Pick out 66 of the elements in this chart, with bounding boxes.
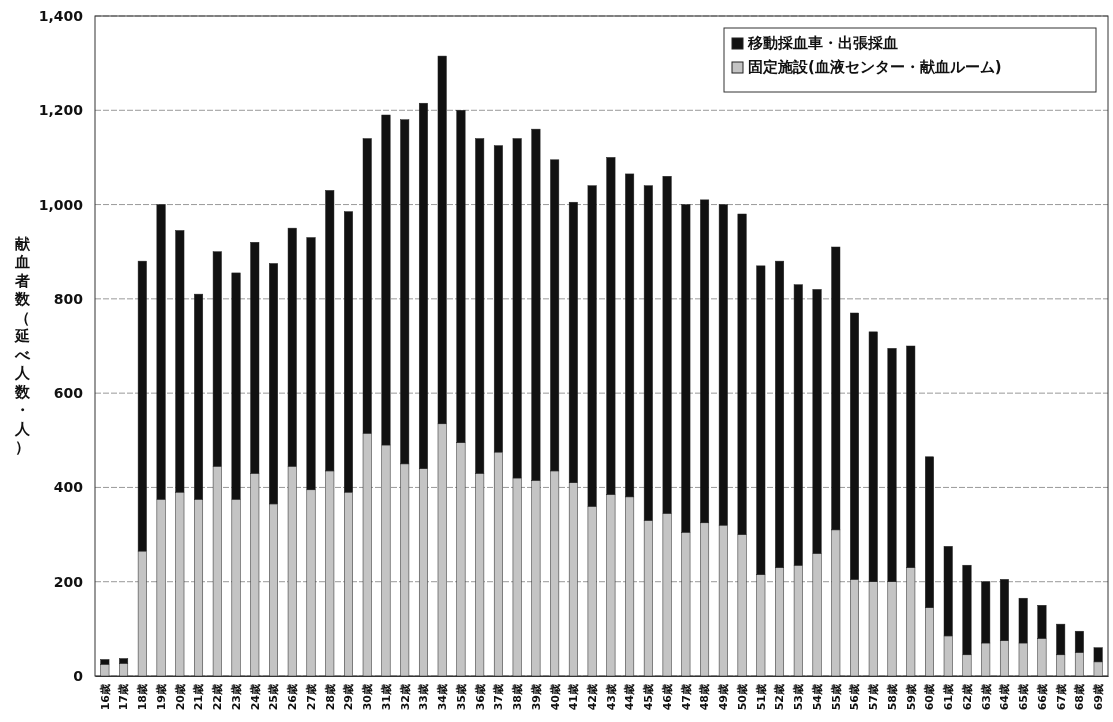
y-tick-label: 0 [73,667,84,684]
x-tick-label: 29歳 [342,684,356,711]
y-tick-label: 400 [53,479,84,496]
bar [100,663,110,677]
y-tick-label: 1,400 [38,7,84,24]
x-tick-label: 38歳 [511,684,525,711]
x-tick-label: 32歳 [398,684,412,711]
x-tick-label: 36歳 [473,684,487,711]
x-tick-label: 53歳 [792,684,806,711]
x-tick-label: 46歳 [660,684,674,711]
x-tick-label: 47歳 [679,684,693,711]
y-tick-label: 200 [53,573,84,590]
x-tick-label: 44歳 [623,684,637,711]
x-tick-label: 20歳 [173,684,187,711]
x-tick-label: 41歳 [567,684,581,711]
x-tick-label: 19歳 [154,684,168,711]
x-tick-label: 39歳 [529,684,543,711]
x-tick-label: 40歳 [548,684,562,711]
x-tick-label: 67歳 [1054,684,1068,711]
x-tick-label: 28歳 [323,684,337,711]
y-tick-label: 600 [53,385,84,402]
y-tick-label: 1,200 [38,102,84,119]
x-tick-label: 49歳 [717,684,731,711]
x-tick-label: 31歳 [379,684,393,711]
x-tick-label: 37歳 [492,684,506,711]
x-tick-label: 64歳 [998,684,1012,711]
x-tick-label: 34歳 [436,684,450,711]
text: 献血者数（延べ人数・人） [14,234,30,456]
x-tick-label: 59歳 [904,684,918,711]
y-tick-label: 1,000 [38,196,84,213]
x-tick-label: 24歳 [248,684,262,711]
x-tick-label: 68歳 [1073,684,1087,711]
x-tick-label: 25歳 [267,684,281,711]
x-tick-label: 48歳 [698,684,712,711]
x-tick-label: 21歳 [192,684,206,711]
x-tick-label: 42歳 [585,684,599,711]
x-tick-label: 69歳 [1092,684,1106,711]
x-tick-label: 26歳 [286,684,300,711]
x-tick-label: 35歳 [454,684,468,711]
x-tick-label: 50歳 [735,684,749,711]
x-tick-label: 52歳 [773,684,787,711]
x-tick-label: 18歳 [136,684,150,711]
x-tick-label: 61歳 [942,684,956,711]
x-tick-label: 58歳 [885,684,899,711]
x-tick-label: 63歳 [979,684,993,711]
x-tick-label: 54歳 [810,684,824,711]
x-tick-label: 62歳 [960,684,974,711]
x-tick-label: 55歳 [829,684,843,711]
x-tick-label: 16歳 [98,684,112,711]
x-tick-label: 56歳 [848,684,862,711]
x-tick-label: 33歳 [417,684,431,711]
x-tick-label: 51歳 [754,684,768,711]
x-tick-label: 57歳 [867,684,881,711]
x-tick-label: 65歳 [1017,684,1031,711]
x-tick-label: 22歳 [211,684,225,711]
y-tick-label: 800 [53,290,84,307]
x-tick-label: 17歳 [117,684,131,711]
legend-label: 固定施設(血液センター・献血ルーム) [748,58,1002,76]
x-tick-label: 30歳 [361,684,375,711]
x-tick-label: 23歳 [229,684,243,711]
x-tick-label: 45歳 [642,684,656,711]
x-tick-label: 43歳 [604,684,618,711]
x-tick-label: 60歳 [923,684,937,711]
x-tick-label: 66歳 [1035,684,1049,711]
x-tick-label: 27歳 [304,684,318,711]
legend-label: 移動採血車・出張採血 [747,34,898,52]
